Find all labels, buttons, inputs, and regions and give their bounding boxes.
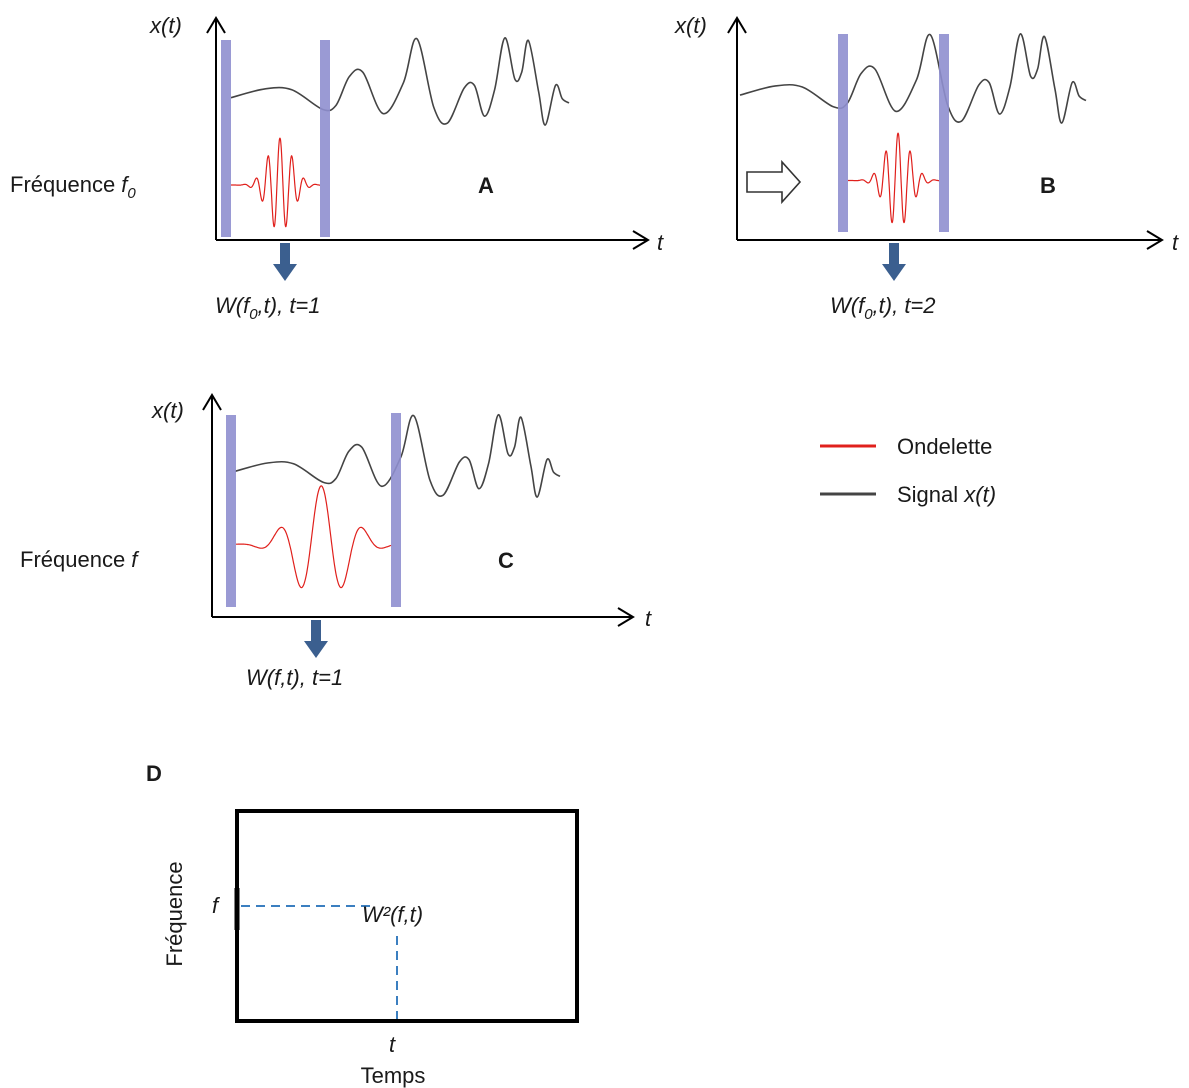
panel-c-output-label: W(f,t), t=1 (246, 665, 343, 690)
panel-b-x-axis-label: t (1172, 230, 1179, 255)
panel-c-frequency-label: Fréquence f (20, 547, 140, 572)
panel-a-window-left (221, 40, 231, 237)
panel-b-window-right (939, 34, 949, 232)
panel-c-down-arrow (304, 620, 328, 658)
panel-b-letter: B (1040, 173, 1056, 198)
panel-c-wavelet (236, 485, 392, 589)
panel-d: D f W²(f,t) t Temps Fréquence (146, 761, 579, 1088)
panel-c-y-axis-label: x(t) (151, 398, 184, 423)
panel-a-window-right (320, 40, 330, 237)
panel-a-x-axis (216, 230, 650, 250)
panel-a-down-arrow (273, 243, 297, 281)
panel-d-y-axis-label: Fréquence (162, 861, 187, 966)
panel-a-y-axis (206, 16, 226, 240)
panel-c-signal (234, 413, 561, 498)
panel-b-wavelet (848, 132, 939, 224)
panel-b-window-left (838, 34, 848, 232)
panel-b-output-label: W(f0,t), t=2 (830, 293, 936, 323)
panel-d-letter: D (146, 761, 162, 786)
panel-c-x-axis-label: t (645, 606, 652, 631)
legend-wavelet-label: Ondelette (897, 434, 992, 459)
panel-a-wavelet (230, 137, 320, 228)
panel-d-point-label: W²(f,t) (362, 902, 423, 927)
panel-b-x-axis (737, 230, 1164, 250)
panel-a-frequency-label: Fréquence f0 (10, 172, 136, 202)
legend: Ondelette Signal x(t) (820, 434, 996, 507)
panel-c-window-right (391, 413, 401, 607)
panel-b-y-axis (727, 16, 747, 240)
panel-d-t-tick: t (389, 1032, 396, 1057)
panel-b-down-arrow (882, 243, 906, 281)
panel-b-shift-arrow-icon (746, 159, 802, 205)
panel-c-x-axis (212, 607, 635, 627)
panel-c-window-left (226, 415, 236, 607)
legend-signal-label: Signal x(t) (897, 482, 996, 507)
panel-a-letter: A (478, 173, 494, 198)
panel-a-y-axis-label: x(t) (149, 13, 182, 38)
panel-b-y-axis-label: x(t) (674, 13, 707, 38)
panel-c: x(t) t C Fréquence f W(f,t), t=1 (20, 393, 652, 690)
panel-d-x-axis-label: Temps (361, 1063, 426, 1088)
panel-c-letter: C (498, 548, 514, 573)
panel-b: x(t) t B W(f0,t), t=2 (674, 13, 1179, 323)
panel-b-signal (739, 33, 1087, 124)
panel-a-x-axis-label: t (657, 230, 664, 255)
panel-c-y-axis (202, 393, 222, 617)
panel-d-f-tick: f (212, 893, 221, 918)
panel-a: x(t) t A Fréquence f0 W(f0,t), t=1 (10, 13, 664, 323)
panel-a-output-label: W(f0,t), t=1 (215, 293, 321, 323)
panel-a-signal (230, 37, 570, 126)
